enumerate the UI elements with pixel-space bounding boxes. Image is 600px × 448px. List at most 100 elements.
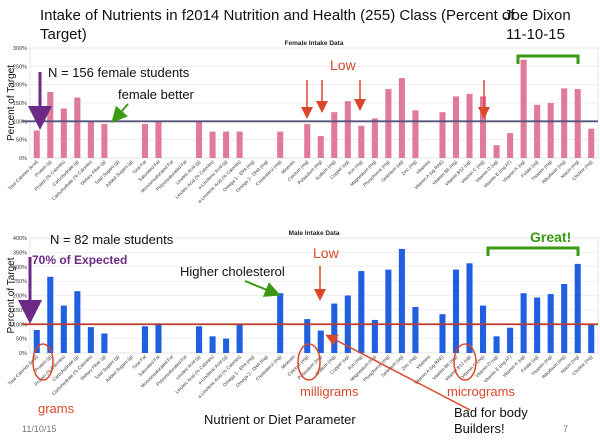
bar-41 [588,128,595,158]
bar-34 [493,336,500,353]
bar-20 [304,319,311,353]
bar-33 [480,305,487,353]
bar-28 [412,307,419,353]
bar-18 [277,293,284,353]
bar-40 [574,263,581,353]
bar-4 [87,327,94,353]
great-label: Great! [530,229,571,245]
bar-14 [223,338,230,353]
male-n-label: N = 82 male students [50,232,174,247]
bar-0 [33,130,40,158]
y-tick-label: 0% [19,156,27,162]
bar-35 [507,327,514,353]
bar-41 [588,324,595,353]
bar-8 [141,326,148,353]
bar-2 [60,108,67,158]
bar-40 [574,89,581,158]
bar-13 [209,131,216,158]
y-tick-label: 350% [13,250,27,256]
bar-15 [236,131,243,158]
bar-24 [358,271,365,353]
x-tick-label: Zinc (mg) [400,354,418,372]
y-tick-label: 250% [13,64,27,70]
bar-9 [155,323,162,353]
bar-26 [385,89,392,158]
slide-number: 7 [563,424,569,434]
bar-1 [47,92,54,158]
bar-28 [412,110,419,158]
bar-31 [452,269,460,353]
y-tick-label: 300% [13,46,27,52]
higher-cholesterol-label: Higher cholesterol [180,264,285,279]
y-tick-label: 250% [13,279,27,285]
bar-39 [561,88,568,158]
expected-label: 70% of Expected [32,253,127,267]
bar-5 [101,333,108,353]
bar-21 [317,330,324,353]
bar-25 [371,319,378,353]
bar-8 [141,123,148,158]
bar-14 [223,131,230,158]
bar-27 [398,248,405,353]
male-chart-y-axis-label: Percent of Target [6,257,17,333]
cholesterol-arrow [244,280,281,297]
bar-12 [196,121,203,158]
female-low-label: Low [330,57,357,73]
bar-34 [493,145,500,158]
bar-21 [317,136,324,158]
female-great-bracket [516,54,580,64]
y-tick-label: 100% [13,322,27,328]
milligrams-circle [297,343,321,381]
x-tick-label: Cholesterol (mg) [255,354,283,382]
y-tick-label: 200% [13,294,27,300]
bar-24 [358,125,365,158]
bar-32 [466,93,473,158]
slide-date: 11-10-15 [506,26,565,43]
bar-38 [547,103,554,158]
bar-3 [74,291,81,353]
bar-37 [534,104,541,158]
bar-30 [439,112,446,158]
grams-label: grams [38,401,75,416]
male-great-bracket [486,246,580,256]
y-tick-label: 0% [19,351,27,357]
bar-27 [398,78,405,158]
y-tick-label: 50% [16,138,27,144]
x-tick-label: Zinc (mg) [400,159,418,177]
bar-30 [439,314,446,353]
y-tick-label: 200% [13,83,27,89]
bar-0 [33,330,40,353]
bar-22 [331,303,338,353]
y-tick-label: 400% [13,236,27,242]
bar-32 [466,263,473,353]
y-tick-label: 100% [13,119,27,125]
bar-37 [534,297,541,353]
bar-3 [74,97,81,158]
male-low-label: Low [313,245,340,261]
y-tick-label: 50% [16,337,27,343]
bar-15 [236,324,243,353]
female-better-label: female better [118,87,195,102]
female-low-arrows [301,80,490,119]
y-tick-label: 150% [13,101,27,107]
x-tick-label: Cholesterol (mg) [255,159,283,187]
x-axis-title: Nutrient or Diet Parameter [204,412,356,427]
female-chart-title: Female Intake Data [285,40,344,47]
bar-33 [480,96,487,158]
bar-35 [507,133,514,158]
female-chart-y-axis-label: Percent of Target [6,65,17,141]
footer-date: 11/10/15 [22,424,57,434]
milligrams-label: milligrams [300,384,359,399]
bad-note-arrow [325,334,471,411]
author-name: Joe Dixon [504,7,571,24]
micrograms-circle [453,343,477,381]
bar-1 [47,276,54,353]
bar-31 [452,96,460,158]
bar-12 [196,326,203,353]
y-tick-label: 300% [13,265,27,271]
bar-26 [385,269,392,353]
bar-5 [101,123,108,158]
bar-9 [155,121,162,158]
bar-36 [520,293,527,353]
